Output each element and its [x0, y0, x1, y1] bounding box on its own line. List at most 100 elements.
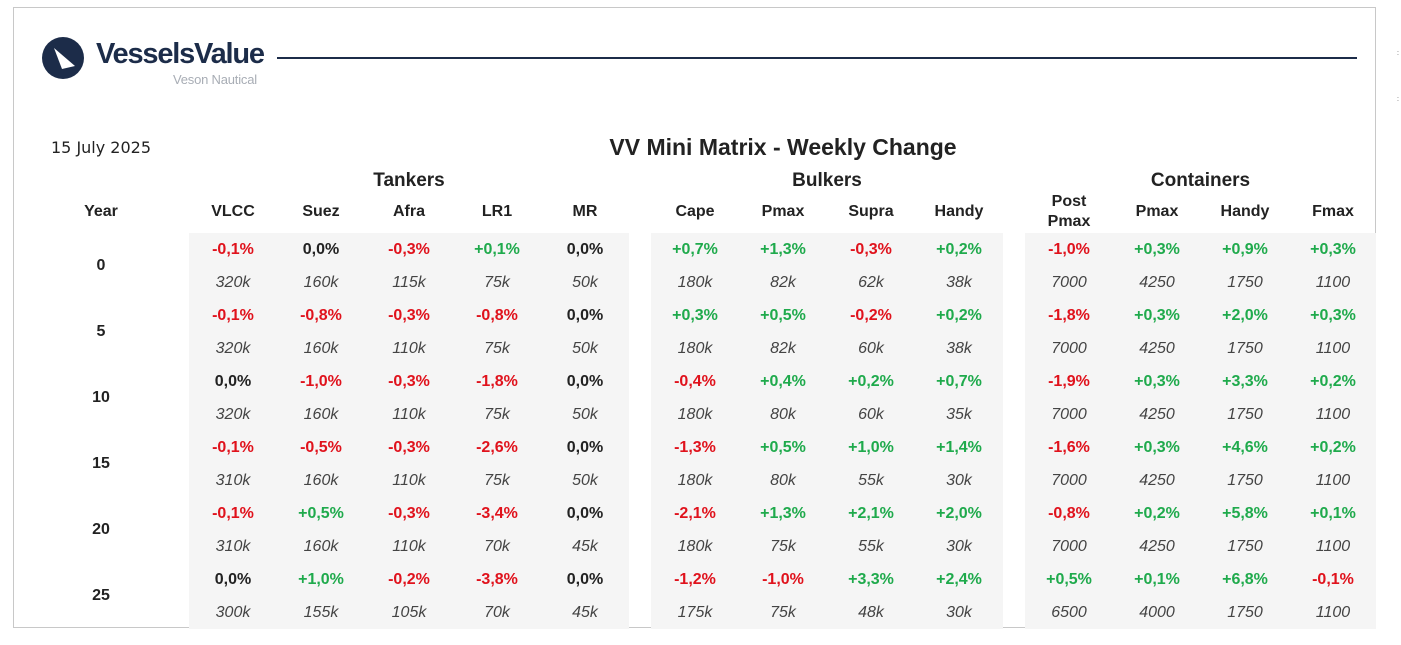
column-header: VLCC	[211, 203, 255, 220]
weekly-change-value: +2,1%	[848, 505, 894, 522]
vessel-size-label: 1750	[1227, 604, 1263, 621]
weekly-change-value: 0,0%	[566, 505, 604, 522]
vessel-size-label: 1750	[1227, 340, 1263, 357]
vessel-size-label: 30k	[946, 604, 972, 621]
weekly-change-value: +0,2%	[1310, 439, 1356, 456]
vessel-size-label: 110k	[392, 406, 426, 423]
weekly-change-value: -0,3%	[388, 373, 430, 390]
vessel-size-label: 320k	[215, 274, 251, 291]
header-rule	[277, 57, 1357, 59]
weekly-change-value: -0,8%	[300, 307, 342, 324]
page-title: VV Mini Matrix - Weekly Change	[609, 134, 957, 160]
vessel-size-label: 75k	[770, 538, 796, 555]
vessel-size-label: 160k	[303, 538, 339, 555]
column-header: Pmax	[1135, 203, 1179, 220]
column-header: MR	[572, 203, 598, 220]
weekly-change-value: -0,3%	[388, 307, 430, 324]
year-label: 10	[92, 389, 110, 406]
vessel-size-label: 75k	[484, 472, 510, 489]
vessel-size-label: 30k	[946, 472, 972, 489]
weekly-change-value: 0,0%	[302, 241, 340, 258]
vessel-size-label: 1750	[1227, 472, 1263, 489]
weekly-change-value: -0,1%	[212, 241, 254, 258]
weekly-change-value: +1,4%	[936, 439, 982, 456]
column-header: LR1	[481, 203, 513, 220]
vessel-size-label: 180k	[677, 406, 713, 423]
weekly-change-value: -1,0%	[1048, 241, 1090, 258]
vessel-size-label: 160k	[303, 472, 339, 489]
vessel-size-label: 82k	[770, 340, 796, 357]
vessel-size-label: 160k	[303, 274, 339, 291]
vessel-size-label: 45k	[572, 538, 598, 555]
year-label: 0	[96, 257, 106, 274]
vessel-size-label: 50k	[572, 340, 598, 357]
weekly-change-value: +5,8%	[1222, 505, 1268, 522]
vessel-size-label: 175k	[677, 604, 713, 621]
weekly-change-value: -1,8%	[1048, 307, 1090, 324]
weekly-change-value: +3,3%	[848, 571, 894, 588]
vessel-size-label: 160k	[303, 340, 339, 357]
vessel-size-label: 70k	[484, 538, 510, 555]
weekly-change-value: +0,1%	[1134, 571, 1180, 588]
vessel-size-label: 4250	[1139, 274, 1175, 291]
year-label: 20	[92, 521, 110, 538]
vessel-size-label: 110k	[392, 340, 426, 357]
vessel-size-label: 50k	[572, 472, 598, 489]
vessel-size-label: 82k	[770, 274, 796, 291]
vessel-size-label: 62k	[858, 274, 884, 291]
vessel-size-label: 4250	[1139, 406, 1175, 423]
brand-subtitle: Veson Nautical	[173, 72, 257, 87]
weekly-change-value: +0,1%	[1310, 505, 1356, 522]
vessel-size-label: 7000	[1051, 340, 1087, 357]
weekly-change-value: +0,9%	[1222, 241, 1268, 258]
vessel-size-label: 80k	[770, 406, 796, 423]
vessel-size-label: 310k	[215, 538, 251, 555]
vessel-size-label: 7000	[1051, 406, 1087, 423]
weekly-change-value: 0,0%	[566, 307, 604, 324]
weekly-change-value: +0,5%	[1046, 571, 1092, 588]
column-header: Cape	[675, 203, 715, 220]
vessel-size-label: 35k	[946, 406, 972, 423]
weekly-change-value: 0,0%	[214, 571, 252, 588]
vessel-size-label: 1750	[1227, 274, 1263, 291]
vessel-size-label: 1750	[1227, 406, 1263, 423]
weekly-change-value: +0,5%	[298, 505, 344, 522]
weekly-change-value: +0,3%	[1134, 241, 1180, 258]
vessel-size-label: 38k	[946, 340, 972, 357]
weekly-change-value: 0,0%	[566, 241, 604, 258]
weekly-change-value: +0,3%	[672, 307, 718, 324]
group-header-bulkers: Bulkers	[792, 170, 862, 191]
weekly-change-value: -0,1%	[212, 439, 254, 456]
column-header: Post Pmax	[1047, 193, 1091, 230]
report-date: 15 July 2025	[51, 138, 152, 157]
vessel-size-label: 75k	[484, 340, 510, 357]
weekly-change-value: -0,8%	[476, 307, 518, 324]
weekly-change-value: 0,0%	[214, 373, 252, 390]
weekly-change-value: +1,3%	[760, 241, 806, 258]
weekly-change-value: -0,3%	[388, 241, 430, 258]
weekly-change-value: +0,5%	[760, 307, 806, 324]
vessel-size-label: 105k	[391, 604, 427, 621]
bulkers-panel	[651, 233, 1003, 629]
weekly-change-value: -1,0%	[300, 373, 342, 390]
weekly-change-value: 0,0%	[566, 439, 604, 456]
vessel-size-label: 4250	[1139, 538, 1175, 555]
vessel-size-label: 180k	[677, 340, 713, 357]
weekly-change-value: +0,3%	[1310, 307, 1356, 324]
weekly-change-value: +1,3%	[760, 505, 806, 522]
vessel-size-label: 1100	[1315, 472, 1351, 489]
vessel-size-label: 7000	[1051, 472, 1087, 489]
weekly-change-value: 0,0%	[566, 373, 604, 390]
weekly-change-value: +1,0%	[298, 571, 344, 588]
weekly-change-value: +2,0%	[936, 505, 982, 522]
vessel-size-label: 320k	[215, 406, 251, 423]
weekly-change-value: -0,8%	[1048, 505, 1090, 522]
group-header-containers: Containers	[1150, 170, 1251, 191]
vessel-size-label: 310k	[215, 472, 251, 489]
weekly-change-value: -0,1%	[212, 307, 254, 324]
vessel-size-label: 6500	[1051, 604, 1087, 621]
column-header: Handy	[934, 203, 984, 220]
weekly-change-value: +2,4%	[936, 571, 982, 588]
vessel-size-label: 180k	[677, 274, 713, 291]
weekly-change-value: -0,4%	[674, 373, 716, 390]
